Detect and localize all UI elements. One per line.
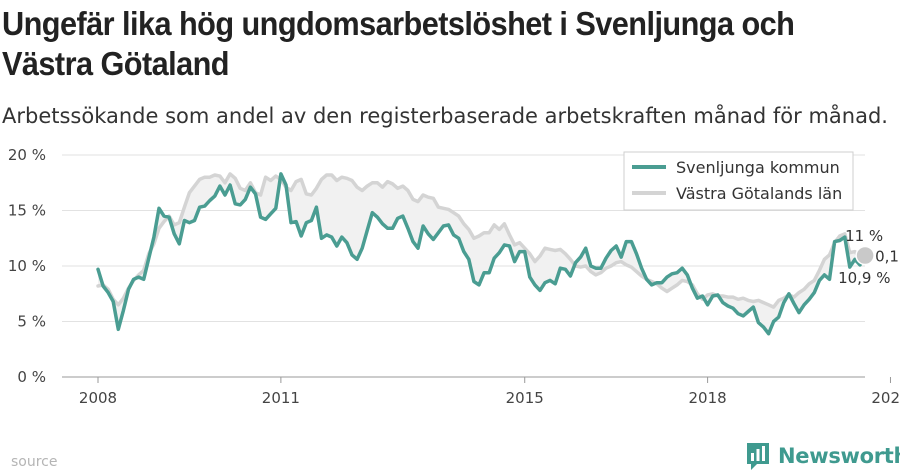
x-tick-label: 2015: [506, 389, 544, 407]
series-line-vastra-gotaland: [96, 172, 867, 309]
chart-subtitle: Arbetssökande som andel av den registerb…: [2, 104, 888, 128]
gap-area-layer: [98, 173, 866, 334]
y-tick-label: 10 %: [8, 257, 46, 275]
newsworthy-logo-icon: [747, 443, 769, 470]
newsworthy-logo-text: Newsworthy: [778, 444, 900, 468]
y-tick-label: 5 %: [17, 313, 46, 331]
end-marker: [855, 245, 875, 266]
x-tick-label: 2008: [79, 389, 117, 407]
x-tick-label: 2021: [871, 389, 900, 407]
last-value-difference: 0,1 %: [875, 247, 900, 265]
gap-area: [98, 173, 866, 334]
x-axis-ticks: 2008 2011 2015 2018 2021: [79, 377, 900, 407]
y-tick-label: 0 %: [17, 368, 46, 386]
legend: Svenljunga kommun Västra Götalands län: [623, 151, 854, 211]
legend-label-vastra-gotaland: Västra Götalands län: [676, 184, 842, 203]
chart-title: Ungefär lika hög ungdomsarbetslöshet i S…: [2, 5, 795, 82]
end-annotations: 11 % 10,9 % 0,1 %: [838, 227, 900, 287]
series-line-layer: [96, 172, 867, 336]
source-label: source: [11, 454, 58, 470]
last-value-svenljunga: 11 %: [845, 227, 883, 245]
newsworthy-logo: Newsworthy: [745, 441, 900, 471]
series-line-svenljunga: [96, 172, 867, 336]
last-value-vastra-gotaland: 10,9 %: [838, 269, 890, 287]
legend-label-svenljunga: Svenljunga kommun: [676, 158, 840, 177]
y-axis-ticks: 0 % 5 % 10 % 15 % 20 %: [8, 146, 46, 386]
x-tick-label: 2011: [262, 389, 300, 407]
x-tick-label: 2018: [689, 389, 727, 407]
line-chart: 20082011201520182021 0 %5 %10 %15 %20 % …: [8, 146, 900, 407]
y-tick-label: 20 %: [8, 146, 46, 164]
y-tick-label: 15 %: [8, 202, 46, 220]
legend-box: [623, 151, 854, 211]
